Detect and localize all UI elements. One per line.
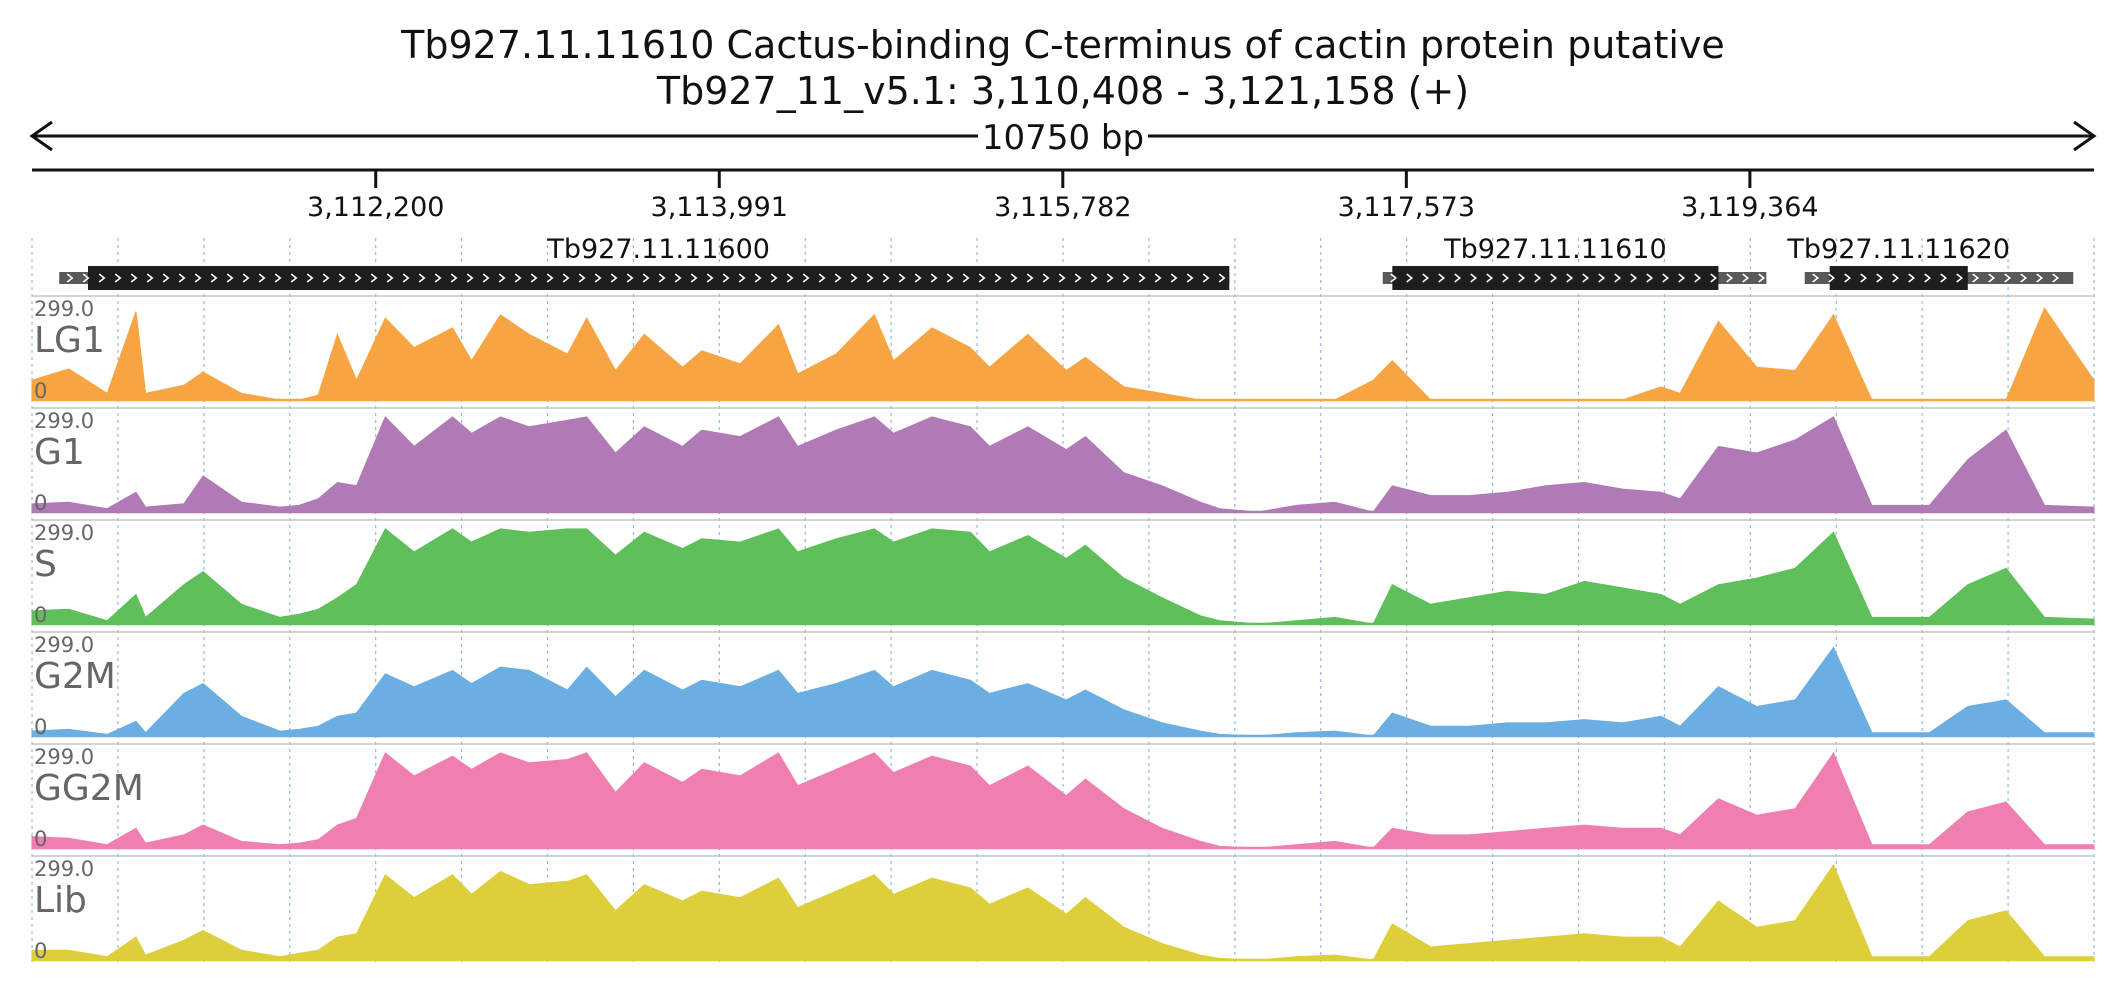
gene-cds-0 — [88, 266, 1230, 290]
coverage-area-LG1 — [31, 307, 2095, 401]
coverage-area-Lib — [31, 863, 2095, 961]
span-ruler: 10750 bp — [29, 118, 2097, 158]
track-name-label: GG2M — [34, 768, 144, 809]
track-name-label: LG1 — [34, 320, 105, 361]
track-ymin-label: 0 — [34, 939, 47, 963]
chart-title: Tb927.11.11610 Cactus-binding C-terminus… — [400, 23, 1725, 67]
axis-ticks: 3,112,200 3,113,991 3,115,782 3,117,573 3,11… — [307, 170, 1819, 223]
span-label: 10750 bp — [982, 118, 1144, 158]
track-ymax-label: 299.0 — [34, 857, 94, 881]
strand-chevron-icon — [1812, 273, 2060, 283]
span-arrow-right-icon — [2073, 120, 2097, 152]
track-ymax-label: 299.0 — [34, 409, 94, 433]
track-name-label: Lib — [34, 880, 87, 921]
strand-chevron-icon — [1390, 273, 1766, 283]
axis-tick-label-0: 3,112,200 — [307, 192, 444, 223]
track-ymin-label: 0 — [34, 715, 47, 739]
track-name-label: S — [34, 544, 57, 585]
coverage-area-G2M — [31, 646, 2095, 737]
gene-track: Tb927.11.11600 Tb927.11.11610 Tb927.11.116… — [59, 234, 2074, 290]
track-ymax-label: 299.0 — [34, 633, 94, 657]
strand-chevron-icon — [66, 273, 1226, 283]
span-label-bg — [978, 118, 1148, 154]
axis-tick-label-1: 3,113,991 — [651, 192, 788, 223]
track-ymin-label: 0 — [34, 827, 47, 851]
track-name-label: G1 — [34, 432, 85, 473]
track-ymin-label: 0 — [34, 379, 47, 403]
coordinate-axis: 3,112,200 3,113,991 3,115,782 3,117,573 3,11… — [32, 168, 2094, 223]
track-ymax-label: 299.0 — [34, 297, 94, 321]
coverage-tracks: 299.0LG10299.0G10299.0S0299.0G2M0299.0GG… — [31, 295, 2095, 963]
span-arrow-left-icon — [29, 120, 53, 152]
gene-label-1: Tb927.11.11610 — [1443, 234, 1667, 265]
track-name-label: G2M — [34, 656, 116, 697]
gene-2: Tb927.11.11620 — [1786, 234, 2074, 290]
track-G1: 299.0G1 0 — [31, 407, 2095, 515]
track-ymax-label: 299.0 — [34, 745, 94, 769]
axis-tick-label-4: 3,119,364 — [1681, 192, 1818, 223]
track-ymax-label: 299.0 — [34, 521, 94, 545]
gene-0: Tb927.11.11600 — [59, 234, 1230, 290]
chart-subtitle: Tb927_11_v5.1: 3,110,408 - 3,121,158 (+) — [656, 69, 1469, 113]
gene-label-0: Tb927.11.11600 — [546, 234, 770, 265]
track-ymin-label: 0 — [34, 603, 47, 627]
gene-1: Tb927.11.11610 — [1382, 234, 1767, 290]
coverage-area-S — [31, 528, 2095, 625]
track-ymin-label: 0 — [34, 491, 47, 515]
axis-tick-label-2: 3,115,782 — [994, 192, 1131, 223]
axis-tick-label-3: 3,117,573 — [1338, 192, 1475, 223]
gene-label-2: Tb927.11.11620 — [1786, 234, 2010, 265]
track-S: 299.0S 0 — [31, 519, 2095, 627]
coverage-area-G1 — [31, 416, 2095, 513]
coverage-area-GG2M — [31, 751, 2095, 849]
